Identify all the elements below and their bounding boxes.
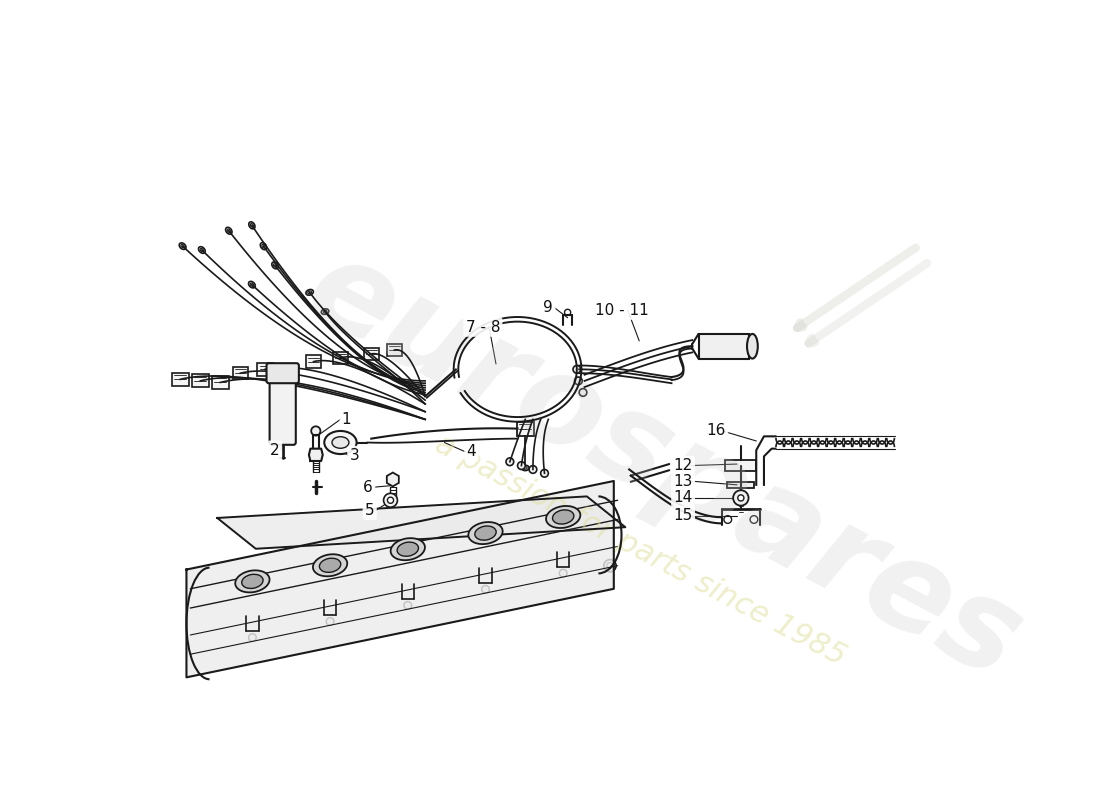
Ellipse shape xyxy=(250,283,254,286)
Text: eurospares: eurospares xyxy=(287,226,1041,705)
Ellipse shape xyxy=(261,242,266,250)
Ellipse shape xyxy=(200,248,204,252)
Text: 10 - 11: 10 - 11 xyxy=(595,302,648,318)
Bar xyxy=(212,376,229,389)
Circle shape xyxy=(541,470,548,477)
Ellipse shape xyxy=(198,246,206,254)
Text: 7 - 8: 7 - 8 xyxy=(465,319,501,334)
Circle shape xyxy=(384,494,397,507)
Circle shape xyxy=(482,586,490,593)
Circle shape xyxy=(311,426,320,435)
Ellipse shape xyxy=(274,264,276,267)
Bar xyxy=(698,334,748,358)
Circle shape xyxy=(604,559,616,572)
FancyBboxPatch shape xyxy=(270,374,296,445)
Circle shape xyxy=(574,377,582,385)
Text: 6: 6 xyxy=(363,480,373,494)
Ellipse shape xyxy=(235,570,270,593)
Ellipse shape xyxy=(306,290,313,295)
Text: 3: 3 xyxy=(350,448,360,463)
Ellipse shape xyxy=(524,466,527,470)
FancyBboxPatch shape xyxy=(266,363,299,383)
Ellipse shape xyxy=(228,229,230,233)
Ellipse shape xyxy=(552,510,574,524)
Circle shape xyxy=(738,495,744,501)
Text: 14: 14 xyxy=(673,490,693,506)
Ellipse shape xyxy=(324,431,356,454)
Ellipse shape xyxy=(249,282,255,288)
Text: 5: 5 xyxy=(365,502,374,518)
Ellipse shape xyxy=(332,437,349,448)
Bar xyxy=(332,352,348,364)
Circle shape xyxy=(529,466,537,474)
Ellipse shape xyxy=(262,245,265,248)
Text: 16: 16 xyxy=(706,423,726,438)
Bar xyxy=(517,422,534,435)
Text: 2: 2 xyxy=(271,442,279,458)
Ellipse shape xyxy=(469,522,503,544)
Ellipse shape xyxy=(390,538,425,560)
Circle shape xyxy=(724,516,732,523)
Polygon shape xyxy=(309,449,322,461)
Bar xyxy=(257,363,273,375)
Text: 9: 9 xyxy=(543,300,553,315)
Bar xyxy=(233,367,249,379)
Ellipse shape xyxy=(546,506,581,528)
Bar xyxy=(363,348,378,360)
Circle shape xyxy=(278,366,287,375)
Circle shape xyxy=(579,389,587,396)
Ellipse shape xyxy=(272,262,278,269)
Circle shape xyxy=(750,516,758,523)
Ellipse shape xyxy=(321,309,329,314)
Polygon shape xyxy=(186,481,614,678)
Circle shape xyxy=(564,310,571,315)
Ellipse shape xyxy=(249,222,255,229)
Text: 4: 4 xyxy=(466,444,476,459)
Circle shape xyxy=(387,497,394,503)
Circle shape xyxy=(506,458,514,466)
Text: a passion for parts since 1985: a passion for parts since 1985 xyxy=(430,430,851,671)
Circle shape xyxy=(327,618,334,626)
Circle shape xyxy=(404,602,411,610)
Ellipse shape xyxy=(308,291,311,294)
Circle shape xyxy=(518,462,526,470)
Ellipse shape xyxy=(180,245,185,248)
Ellipse shape xyxy=(312,554,348,576)
Bar xyxy=(727,482,755,487)
Polygon shape xyxy=(218,496,625,549)
Ellipse shape xyxy=(319,558,341,572)
Bar xyxy=(726,460,757,471)
Ellipse shape xyxy=(747,334,758,358)
Text: 13: 13 xyxy=(673,474,693,489)
Circle shape xyxy=(249,634,256,642)
Circle shape xyxy=(559,570,566,577)
Ellipse shape xyxy=(242,574,263,589)
Bar xyxy=(172,373,189,386)
Bar xyxy=(387,344,402,356)
Ellipse shape xyxy=(521,466,529,470)
Ellipse shape xyxy=(323,310,327,313)
Ellipse shape xyxy=(179,243,186,250)
Ellipse shape xyxy=(475,526,496,540)
Circle shape xyxy=(733,490,749,506)
Circle shape xyxy=(573,366,581,373)
Ellipse shape xyxy=(397,542,418,556)
Circle shape xyxy=(607,562,613,569)
Text: 15: 15 xyxy=(673,508,693,523)
Ellipse shape xyxy=(226,227,232,234)
Ellipse shape xyxy=(251,223,253,227)
Bar xyxy=(306,355,321,368)
Text: 1: 1 xyxy=(342,412,351,427)
Text: 12: 12 xyxy=(673,458,693,473)
Bar xyxy=(191,374,209,387)
